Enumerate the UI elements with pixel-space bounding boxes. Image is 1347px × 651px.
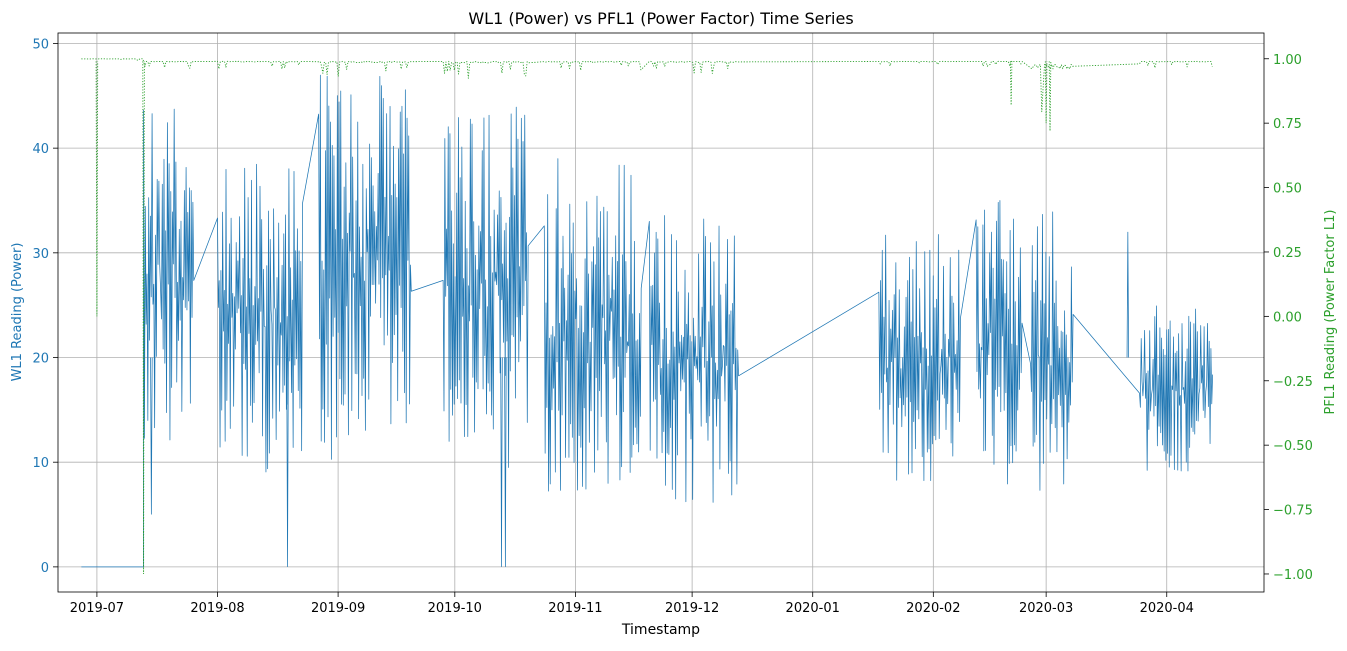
right-y-axis-label: PFL1 Reading (Power Factor L1) — [1323, 210, 1338, 415]
right-y-tick-label: 0.00 — [1273, 310, 1302, 325]
power-series-layer — [81, 74, 1213, 568]
power-factor-series-layer — [81, 58, 1213, 574]
power-spike — [150, 357, 153, 515]
x-tick-label: 2020-01 — [786, 601, 840, 616]
right-y-tick-label: 1.00 — [1273, 53, 1302, 68]
right-y-tick-label: −0.25 — [1273, 375, 1313, 390]
power-spike — [500, 357, 503, 567]
right-y-tick-label: −0.50 — [1273, 439, 1313, 454]
x-tick-label: 2020-03 — [1019, 601, 1073, 616]
power-factor-spike — [1048, 61, 1052, 131]
right-y-axis: −1.00 −0.75 −0.50 −0.25 0.00 0.25 0.50 0.75 1.00 — [1264, 53, 1313, 583]
x-tick-label: 2019-12 — [665, 601, 719, 616]
x-tick-label: 2020-02 — [906, 601, 960, 616]
left-y-axis-label: WL1 Reading (Power) — [10, 243, 25, 382]
power-factor-spike — [95, 61, 99, 317]
power-series-line — [81, 74, 1213, 568]
x-axis-label: Timestamp — [621, 622, 700, 638]
x-tick-label: 2019-09 — [311, 601, 365, 616]
left-y-tick-label: 20 — [32, 352, 49, 367]
x-tick-label: 2019-10 — [428, 601, 482, 616]
power-factor-series-line — [81, 58, 1213, 113]
plot-frame — [57, 32, 1265, 593]
left-y-tick-label: 0 — [41, 561, 49, 576]
power-factor-spike — [142, 61, 145, 574]
right-y-tick-label: 0.75 — [1273, 117, 1302, 132]
x-axis: 2019-07 2019-08 2019-09 2019-10 2019-11 2019-… — [70, 592, 1194, 616]
left-y-axis: 0 10 20 30 40 50 — [32, 37, 58, 576]
power-spike — [1126, 231, 1130, 358]
x-tick-label: 2020-04 — [1140, 601, 1194, 616]
right-y-tick-label: 0.25 — [1273, 246, 1302, 261]
right-y-tick-label: 0.50 — [1273, 182, 1302, 197]
left-y-tick-label: 10 — [32, 456, 49, 471]
power-spike — [504, 357, 507, 567]
power-spike — [286, 357, 289, 567]
right-y-tick-label: −0.75 — [1273, 504, 1313, 519]
power-factor-spike — [1044, 61, 1048, 124]
left-y-tick-label: 40 — [32, 142, 49, 157]
x-tick-label: 2019-07 — [70, 601, 124, 616]
left-y-tick-label: 30 — [32, 247, 49, 262]
right-y-tick-label: −1.00 — [1273, 568, 1313, 583]
chart-title: WL1 (Power) vs PFL1 (Power Factor) Time … — [468, 9, 853, 28]
x-tick-label: 2019-08 — [190, 601, 244, 616]
x-tick-label: 2019-11 — [548, 601, 602, 616]
power-factor-spike — [1009, 61, 1013, 106]
left-y-tick-label: 50 — [32, 37, 49, 52]
